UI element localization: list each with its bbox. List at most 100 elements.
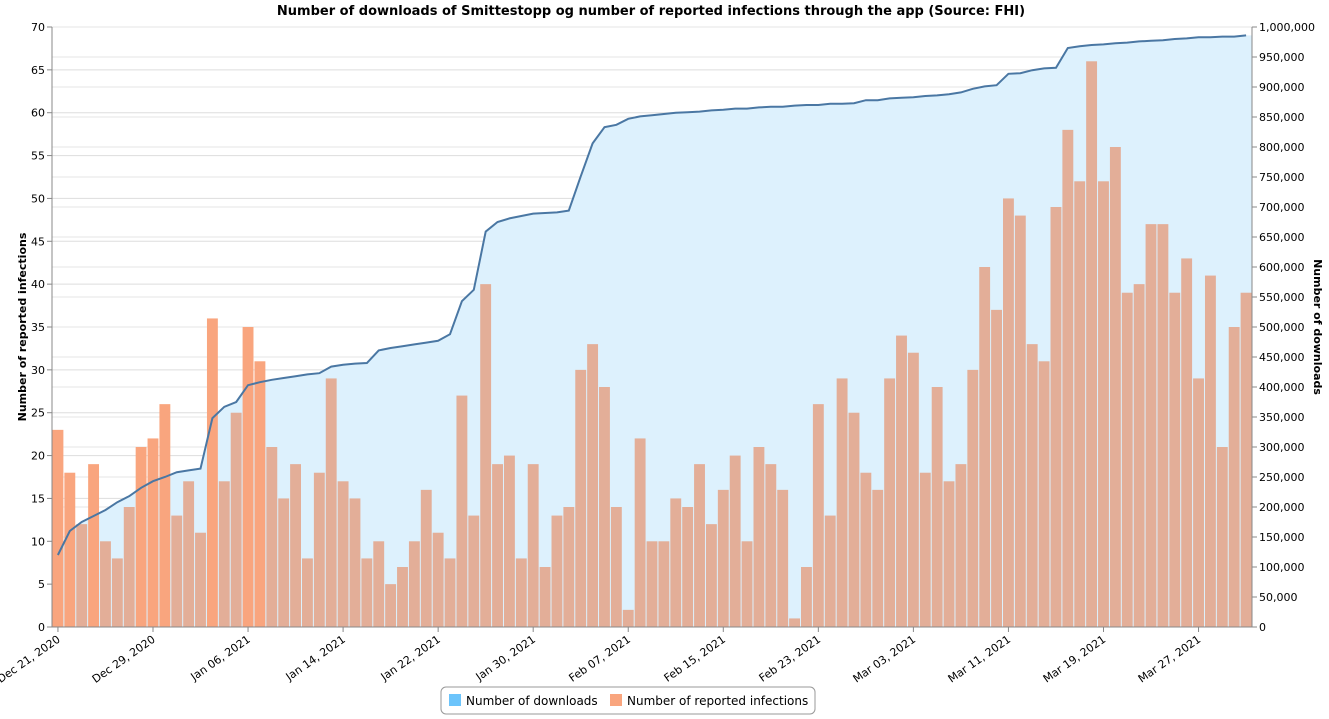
infection-bar [824, 515, 836, 627]
x-tick-label: Jan 30, 2021 [473, 633, 538, 684]
infection-bar [634, 438, 646, 627]
infection-bar [610, 507, 622, 627]
x-tick-label: Feb 07, 2021 [567, 633, 633, 685]
infection-bar [1204, 275, 1216, 627]
legend-box [440, 686, 816, 715]
x-tick-label: Jan 14, 2021 [283, 633, 348, 684]
legend-swatch [610, 694, 622, 706]
legend-label: Number of downloads [466, 694, 598, 708]
infection-bar [539, 567, 551, 627]
y-right-tick-label: 0 [1259, 621, 1266, 634]
infection-bar [646, 541, 658, 627]
infection-bar [218, 481, 230, 627]
infection-bar [1216, 447, 1228, 627]
infection-bar [468, 515, 480, 627]
y-right-tick-label: 800,000 [1259, 141, 1305, 154]
infection-bar [230, 412, 242, 627]
infection-bar [325, 378, 337, 627]
infection-bar [432, 532, 444, 627]
infection-bar [789, 618, 801, 627]
x-tick-label: Dec 29, 2020 [90, 633, 158, 686]
infection-bar [397, 567, 408, 627]
infection-bar [563, 507, 575, 627]
infection-bar [183, 481, 195, 627]
infection-bar [444, 558, 456, 627]
infection-bar [896, 335, 907, 627]
x-tick-label: Dec 21, 2020 [0, 633, 63, 686]
infection-bar [836, 378, 848, 627]
chart-title: Number of downloads of Smittestopp og nu… [277, 4, 1025, 19]
y-right-tick-label: 550,000 [1259, 291, 1305, 304]
infection-bar [266, 447, 278, 627]
infection-bar [694, 464, 705, 627]
y-right-axis-title: Number of downloads [1311, 259, 1324, 395]
y-right-tick-label: 950,000 [1259, 51, 1305, 64]
infection-bar [884, 378, 896, 627]
infection-bar [361, 558, 373, 627]
y-right-tick-label: 100,000 [1259, 561, 1305, 574]
infection-bar [575, 369, 587, 627]
infection-bar [741, 541, 753, 627]
y-right-tick-label: 750,000 [1259, 171, 1305, 184]
infection-bar [1145, 224, 1157, 627]
infection-bar [1014, 215, 1026, 627]
legend-swatch [449, 694, 461, 706]
infection-bar [1074, 181, 1086, 628]
infection-bar [955, 464, 967, 627]
infection-bar [599, 387, 610, 627]
infection-bar [111, 558, 123, 627]
infection-bar [1181, 258, 1193, 627]
y-right-tick-label: 600,000 [1259, 261, 1305, 274]
y-left-tick-label: 40 [31, 278, 45, 291]
bar-layer [52, 61, 1252, 628]
y-right-tick-label: 150,000 [1259, 531, 1305, 544]
line-layer [57, 34, 1247, 556]
infection-bar [290, 464, 301, 627]
infection-bar [313, 472, 325, 627]
x-tick-label: Mar 27, 2021 [1136, 633, 1203, 686]
infection-bar [777, 489, 789, 627]
infection-bar [1038, 361, 1050, 627]
infection-bar [765, 464, 777, 627]
x-tick-label: Jan 06, 2021 [188, 633, 253, 684]
y-left-tick-label: 45 [31, 235, 45, 248]
infection-bar [1121, 292, 1133, 627]
y-right-tick-label: 1,000,000 [1259, 21, 1315, 34]
infection-bar [931, 387, 943, 627]
infection-bar [456, 395, 468, 627]
y-left-tick-label: 20 [31, 450, 45, 463]
downloads-area [52, 35, 1252, 627]
infection-bar [1169, 292, 1181, 627]
legend-label: Number of reported infections [627, 694, 808, 708]
y-left-tick-label: 0 [38, 621, 45, 634]
infection-bar [159, 404, 171, 627]
y-right-tick-label: 850,000 [1259, 111, 1305, 124]
infection-bar [195, 532, 206, 627]
infection-bar [302, 558, 313, 627]
y-right-tick-label: 900,000 [1259, 81, 1305, 94]
infection-bar [979, 267, 991, 627]
y-left-tick-label: 50 [31, 192, 45, 205]
infection-bar [717, 489, 729, 627]
x-tick-label: Mar 19, 2021 [1041, 633, 1108, 686]
infection-bar [670, 498, 682, 627]
infection-bar [242, 327, 254, 627]
y-left-axis-title: Number of reported infections [16, 232, 29, 421]
infection-bar [587, 344, 599, 627]
infection-bar [480, 284, 492, 627]
y-right-tick-label: 250,000 [1259, 471, 1305, 484]
downloads-line [57, 34, 1247, 556]
infection-bar [1086, 61, 1098, 628]
infection-bar [848, 412, 860, 627]
y-left-tick-label: 30 [31, 364, 45, 377]
infection-bar [991, 309, 1002, 627]
x-tick-label: Mar 11, 2021 [946, 633, 1013, 686]
infection-bar [123, 507, 135, 627]
infection-bar [1050, 207, 1062, 627]
infection-bar [967, 369, 979, 627]
infection-bar [658, 541, 670, 627]
y-left-tick-label: 25 [31, 407, 45, 420]
y-left-tick-label: 55 [31, 150, 45, 163]
infection-bar [872, 489, 884, 627]
